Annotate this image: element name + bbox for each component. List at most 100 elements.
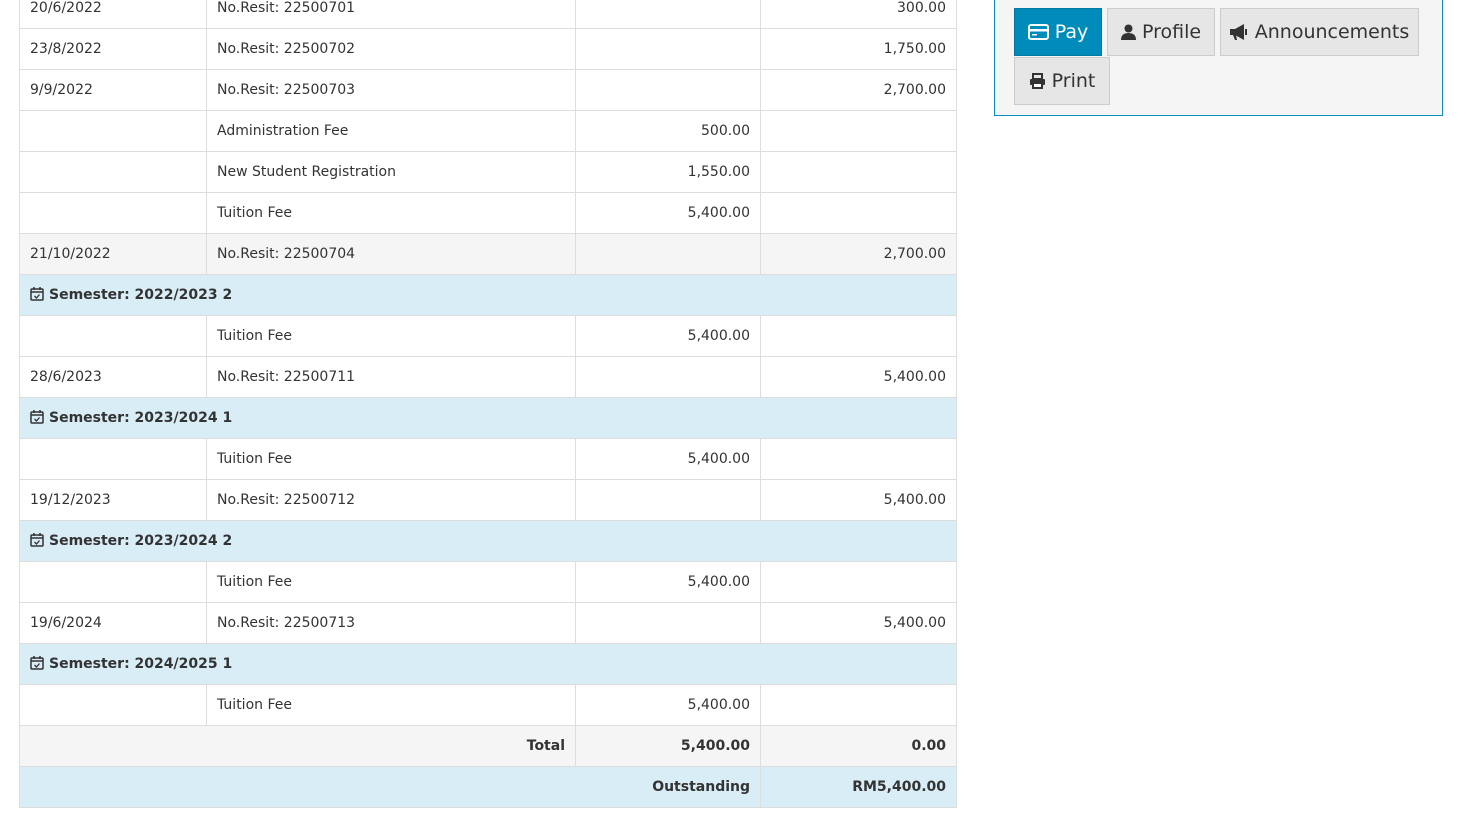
- description-cell: Administration Fee: [206, 110, 576, 152]
- description-cell: Tuition Fee: [206, 561, 576, 603]
- date-cell: [19, 192, 207, 234]
- date-cell: 23/8/2022: [19, 28, 207, 70]
- credit-cell: [760, 110, 957, 152]
- debit-cell: 1,550.00: [575, 151, 761, 193]
- table-row: Administration Fee 500.00: [19, 110, 957, 152]
- table-row: Tuition Fee 5,400.00: [19, 315, 957, 357]
- table-row: 21/10/2022 No.Resit: 22500704 2,700.00: [19, 233, 957, 275]
- calendar-check-icon: [30, 656, 44, 670]
- pay-label: Pay: [1054, 21, 1089, 43]
- actions-panel: Pay Profile Announcements Print: [994, 0, 1443, 116]
- description-cell: New Student Registration: [206, 151, 576, 193]
- print-label: Print: [1051, 70, 1096, 92]
- total-row: Total 5,400.00 0.00: [19, 725, 957, 767]
- outstanding-label: Outstanding: [19, 766, 761, 808]
- date-cell: [19, 438, 207, 480]
- table-row: 20/6/2022 No.Resit: 22500701 300.00: [19, 0, 957, 29]
- description-cell: Tuition Fee: [206, 684, 576, 726]
- announcements-button[interactable]: Announcements: [1220, 8, 1419, 56]
- date-cell: 19/6/2024: [19, 602, 207, 644]
- table-row: Tuition Fee 5,400.00: [19, 192, 957, 234]
- debit-cell: [575, 233, 761, 275]
- total-debit: 5,400.00: [575, 725, 761, 767]
- description-cell: Tuition Fee: [206, 192, 576, 234]
- pay-button[interactable]: Pay: [1014, 8, 1102, 56]
- announcements-label: Announcements: [1254, 21, 1410, 43]
- semester-label: Semester: 2023/2024 2: [19, 520, 957, 562]
- user-icon: [1120, 24, 1136, 40]
- calendar-check-icon: [30, 287, 44, 301]
- description-cell: No.Resit: 22500702: [206, 28, 576, 70]
- debit-cell: 5,400.00: [575, 192, 761, 234]
- credit-cell: 2,700.00: [760, 69, 957, 111]
- bullhorn-icon: [1229, 24, 1247, 40]
- debit-cell: 5,400.00: [575, 315, 761, 357]
- description-cell: No.Resit: 22500713: [206, 602, 576, 644]
- debit-cell: 500.00: [575, 110, 761, 152]
- date-cell: 20/6/2022: [19, 0, 207, 29]
- date-cell: 19/12/2023: [19, 479, 207, 521]
- semester-header-row: Semester: 2024/2025 1: [19, 643, 957, 685]
- outstanding-row: Outstanding RM5,400.00: [19, 766, 957, 808]
- semester-header-row: Semester: 2023/2024 2: [19, 520, 957, 562]
- debit-cell: [575, 28, 761, 70]
- date-cell: [19, 151, 207, 193]
- table-row: Tuition Fee 5,400.00: [19, 684, 957, 726]
- debit-cell: [575, 0, 761, 29]
- date-cell: [19, 315, 207, 357]
- profile-label: Profile: [1141, 21, 1202, 43]
- credit-cell: 300.00: [760, 0, 957, 29]
- outstanding-amount: RM5,400.00: [760, 766, 957, 808]
- date-cell: 9/9/2022: [19, 69, 207, 111]
- semester-label: Semester: 2023/2024 1: [19, 397, 957, 439]
- semester-label: Semester: 2022/2023 2: [19, 274, 957, 316]
- description-cell: No.Resit: 22500703: [206, 69, 576, 111]
- table-row: Tuition Fee 5,400.00: [19, 561, 957, 603]
- print-icon: [1029, 73, 1045, 89]
- description-cell: Tuition Fee: [206, 315, 576, 357]
- table-row: 19/12/2023 No.Resit: 22500712 5,400.00: [19, 479, 957, 521]
- table-row: 23/8/2022 No.Resit: 22500702 1,750.00: [19, 28, 957, 70]
- semester-header-row: Semester: 2022/2023 2: [19, 274, 957, 316]
- description-cell: No.Resit: 22500701: [206, 0, 576, 29]
- date-cell: 21/10/2022: [19, 233, 207, 275]
- description-cell: No.Resit: 22500711: [206, 356, 576, 398]
- description-cell: No.Resit: 22500712: [206, 479, 576, 521]
- semester-header-row: Semester: 2023/2024 1: [19, 397, 957, 439]
- credit-cell: [760, 561, 957, 603]
- date-cell: [19, 561, 207, 603]
- table-row: 9/9/2022 No.Resit: 22500703 2,700.00: [19, 69, 957, 111]
- credit-cell: 5,400.00: [760, 356, 957, 398]
- credit-cell: 1,750.00: [760, 28, 957, 70]
- credit-cell: 2,700.00: [760, 233, 957, 275]
- description-cell: No.Resit: 22500704: [206, 233, 576, 275]
- semester-label: Semester: 2024/2025 1: [19, 643, 957, 685]
- debit-cell: 5,400.00: [575, 561, 761, 603]
- table-row: New Student Registration 1,550.00: [19, 151, 957, 193]
- table-row: 19/6/2024 No.Resit: 22500713 5,400.00: [19, 602, 957, 644]
- table-row: Tuition Fee 5,400.00: [19, 438, 957, 480]
- credit-card-icon: [1027, 24, 1049, 40]
- date-cell: [19, 684, 207, 726]
- calendar-check-icon: [30, 410, 44, 424]
- print-button[interactable]: Print: [1014, 57, 1110, 105]
- debit-cell: [575, 602, 761, 644]
- total-credit: 0.00: [760, 725, 957, 767]
- statement-table: 20/6/2022 No.Resit: 22500701 300.00 23/8/20…: [19, 0, 957, 808]
- debit-cell: [575, 479, 761, 521]
- date-cell: 28/6/2023: [19, 356, 207, 398]
- debit-cell: 5,400.00: [575, 438, 761, 480]
- credit-cell: [760, 438, 957, 480]
- credit-cell: [760, 192, 957, 234]
- debit-cell: [575, 69, 761, 111]
- date-cell: [19, 110, 207, 152]
- description-cell: Tuition Fee: [206, 438, 576, 480]
- debit-cell: 5,400.00: [575, 684, 761, 726]
- credit-cell: 5,400.00: [760, 602, 957, 644]
- calendar-check-icon: [30, 533, 44, 547]
- total-label: Total: [19, 725, 576, 767]
- credit-cell: [760, 315, 957, 357]
- credit-cell: [760, 684, 957, 726]
- table-row: 28/6/2023 No.Resit: 22500711 5,400.00: [19, 356, 957, 398]
- profile-button[interactable]: Profile: [1107, 8, 1215, 56]
